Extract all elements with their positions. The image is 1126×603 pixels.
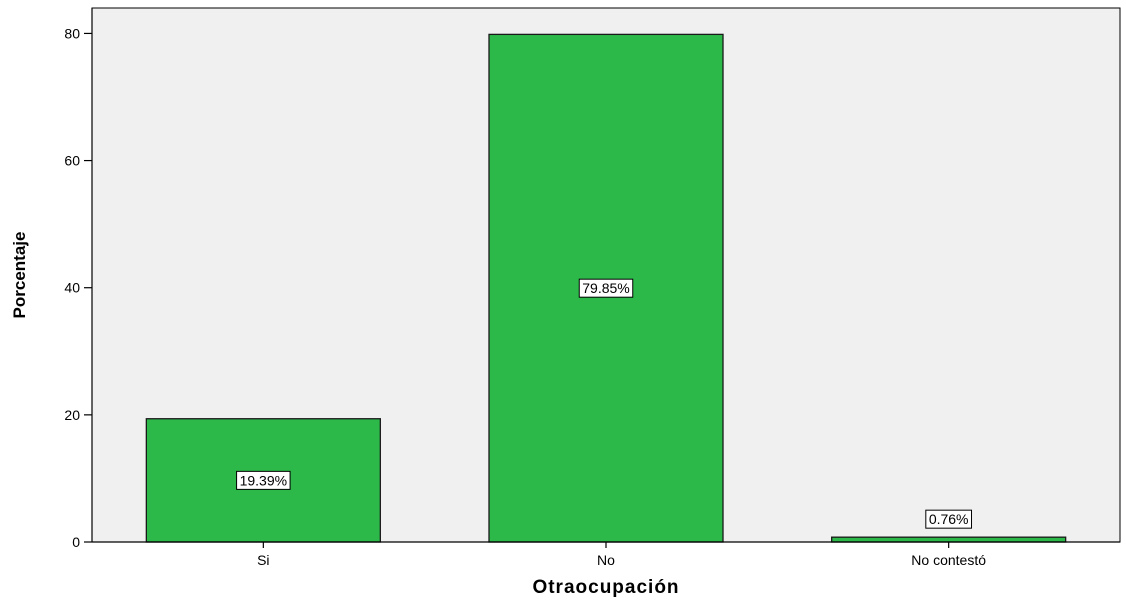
y-tick-label: 0: [72, 534, 80, 550]
data-label-box: [578, 278, 634, 298]
data-label: 79.85%: [578, 278, 634, 298]
bars: [145, 33, 1067, 543]
data-label: 0.76%: [925, 509, 973, 529]
data-label-box: [925, 509, 973, 529]
y-axis-title: Porcentaje: [10, 232, 29, 319]
data-label-text: 19.39%: [240, 472, 287, 488]
data-label-text: 79.85%: [582, 280, 629, 296]
x-tick-label: No: [597, 552, 615, 568]
bar-no-contestó: [831, 536, 1067, 543]
x-axis-ticks: Si No No contestó: [257, 542, 986, 568]
y-tick-label: 80: [64, 25, 80, 41]
data-label-box: [236, 470, 291, 490]
y-axis-ticks: 0 20 40 60 80: [64, 25, 92, 550]
y-tick-label: 20: [64, 407, 80, 423]
y-tick-label: 40: [64, 280, 80, 296]
y-tick-label: 60: [64, 153, 80, 169]
x-tick-label: Si: [257, 552, 269, 568]
data-label-text: 0.76%: [929, 511, 969, 527]
data-labels: 19.39% 79.85% 0.76%: [236, 278, 973, 529]
data-label: 19.39%: [236, 470, 291, 490]
x-axis-title: Otraocupación: [532, 577, 679, 598]
x-tick-label: No contestó: [911, 552, 986, 568]
